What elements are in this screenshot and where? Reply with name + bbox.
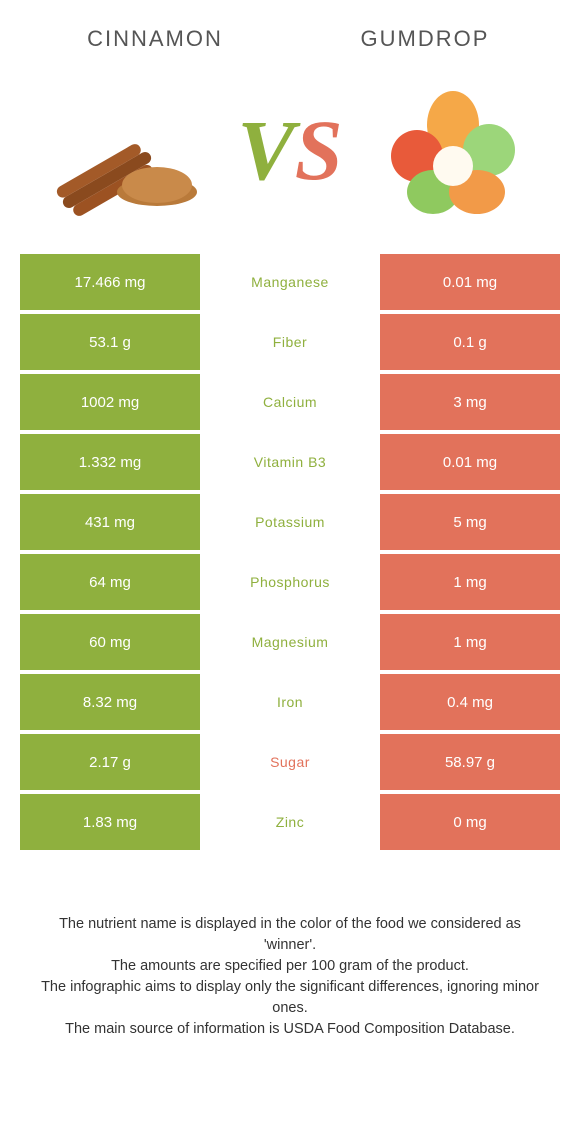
gumdrop-image: [367, 70, 540, 230]
right-value: 0.01 mg: [380, 434, 560, 490]
right-value: 0 mg: [380, 794, 560, 850]
table-row: 431 mgPotassium5 mg: [20, 494, 560, 550]
table-row: 8.32 mgIron0.4 mg: [20, 674, 560, 730]
header: CINNAMON GUMDROP: [0, 0, 580, 60]
nutrient-label: Iron: [200, 674, 380, 730]
left-value: 1.83 mg: [20, 794, 200, 850]
left-value: 2.17 g: [20, 734, 200, 790]
nutrient-label: Manganese: [200, 254, 380, 310]
right-value: 0.01 mg: [380, 254, 560, 310]
nutrient-label: Fiber: [200, 314, 380, 370]
left-value: 1002 mg: [20, 374, 200, 430]
right-value: 3 mg: [380, 374, 560, 430]
table-row: 1.83 mgZinc0 mg: [20, 794, 560, 850]
footnote-line: The infographic aims to display only the…: [38, 977, 542, 1019]
vs-v: V: [237, 102, 294, 198]
left-value: 17.466 mg: [20, 254, 200, 310]
left-value: 53.1 g: [20, 314, 200, 370]
nutrient-label: Zinc: [200, 794, 380, 850]
right-value: 1 mg: [380, 614, 560, 670]
table-row: 17.466 mgManganese0.01 mg: [20, 254, 560, 310]
table-row: 53.1 gFiber0.1 g: [20, 314, 560, 370]
footnotes: The nutrient name is displayed in the co…: [0, 854, 580, 1040]
footnote-line: The nutrient name is displayed in the co…: [38, 914, 542, 956]
table-row: 1002 mgCalcium3 mg: [20, 374, 560, 430]
table-row: 64 mgPhosphorus1 mg: [20, 554, 560, 610]
right-value: 0.1 g: [380, 314, 560, 370]
nutrient-label: Calcium: [200, 374, 380, 430]
left-value: 8.32 mg: [20, 674, 200, 730]
comparison-table: 17.466 mgManganese0.01 mg53.1 gFiber0.1 …: [0, 254, 580, 850]
left-value: 431 mg: [20, 494, 200, 550]
right-value: 0.4 mg: [380, 674, 560, 730]
table-row: 2.17 gSugar58.97 g: [20, 734, 560, 790]
nutrient-label: Sugar: [200, 734, 380, 790]
table-row: 60 mgMagnesium1 mg: [20, 614, 560, 670]
table-row: 1.332 mgVitamin B30.01 mg: [20, 434, 560, 490]
vs-s: S: [295, 102, 343, 198]
left-value: 64 mg: [20, 554, 200, 610]
left-value: 60 mg: [20, 614, 200, 670]
left-value: 1.332 mg: [20, 434, 200, 490]
footnote-line: The amounts are specified per 100 gram o…: [38, 956, 542, 977]
right-value: 58.97 g: [380, 734, 560, 790]
footnote-line: The main source of information is USDA F…: [38, 1019, 542, 1040]
hero: VS: [0, 60, 580, 254]
nutrient-label: Potassium: [200, 494, 380, 550]
nutrient-label: Vitamin B3: [200, 434, 380, 490]
cinnamon-image: [40, 70, 213, 230]
right-value: 5 mg: [380, 494, 560, 550]
vs-label: VS: [233, 107, 346, 193]
right-value: 1 mg: [380, 554, 560, 610]
nutrient-label: Magnesium: [200, 614, 380, 670]
right-title: GUMDROP: [290, 26, 560, 52]
nutrient-label: Phosphorus: [200, 554, 380, 610]
left-title: CINNAMON: [20, 26, 290, 52]
